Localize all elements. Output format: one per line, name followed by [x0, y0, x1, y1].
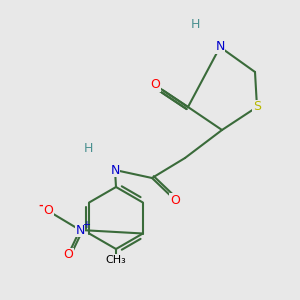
Text: H: H [83, 142, 93, 154]
Text: N: N [215, 40, 225, 53]
Text: O: O [150, 79, 160, 92]
Text: S: S [253, 100, 261, 113]
Text: N: N [75, 224, 85, 236]
Text: H: H [190, 19, 200, 32]
Text: CH₃: CH₃ [106, 255, 126, 265]
Text: N: N [110, 164, 120, 176]
Text: +: + [82, 220, 90, 230]
Text: O: O [63, 248, 73, 262]
Text: -: - [39, 201, 43, 211]
Text: O: O [43, 203, 53, 217]
Text: O: O [170, 194, 180, 206]
